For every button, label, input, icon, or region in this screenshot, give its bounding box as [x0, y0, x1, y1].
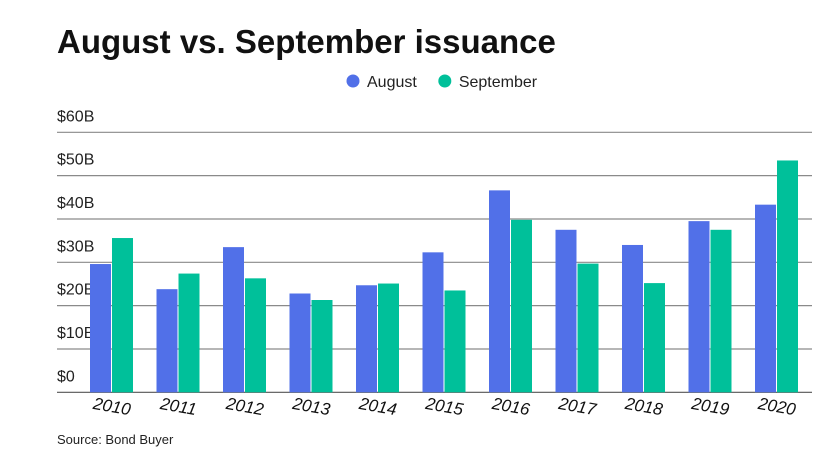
bar-august-2010 — [90, 264, 111, 393]
x-tick-label: 2019 — [689, 394, 731, 420]
bar-september-2016 — [511, 219, 532, 393]
bar-september-2012 — [245, 278, 266, 393]
bar-september-2019 — [710, 229, 732, 393]
legend-label-august: August — [367, 74, 417, 91]
bar-august-2011 — [156, 289, 178, 393]
bar-august-2013 — [289, 293, 311, 393]
bars — [90, 160, 798, 393]
legend-marker-august — [346, 74, 360, 88]
bar-august-2016 — [489, 190, 510, 393]
x-tick-label: 2011 — [158, 394, 198, 419]
x-tick-label: 2013 — [290, 394, 332, 420]
x-axis-ticks: 2010 2011 2012 2013 2014 2015 2016 2017 2018 2019… — [91, 394, 798, 420]
bar-august-2015 — [422, 252, 444, 393]
x-tick-label: 2016 — [490, 394, 532, 420]
x-tick-label: 2015 — [423, 394, 465, 420]
chart-title: August vs. September issuance — [57, 23, 556, 60]
y-tick-label: $20B — [57, 282, 94, 299]
bar-september-2011 — [178, 273, 200, 393]
bar-september-2013 — [311, 300, 333, 393]
bar-august-2017 — [555, 229, 577, 393]
y-tick-label: $40B — [57, 195, 94, 212]
y-tick-label: $0 — [57, 368, 75, 385]
y-tick-label: $10B — [57, 325, 94, 342]
bar-august-2020 — [755, 204, 776, 393]
x-tick-label: 2014 — [357, 394, 399, 419]
y-tick-label: $30B — [57, 238, 94, 255]
bar-september-2010 — [112, 238, 133, 393]
x-tick-label: 2020 — [756, 394, 798, 420]
x-tick-label: 2017 — [556, 394, 598, 420]
y-tick-label: $50B — [57, 152, 94, 169]
legend-marker-september — [438, 74, 452, 88]
bar-september-2020 — [777, 160, 798, 393]
bar-august-2014 — [356, 285, 377, 393]
y-axis-ticks: $0 $10B $20B $30B $40B $50B $60B — [57, 108, 94, 385]
bar-september-2014 — [378, 283, 399, 393]
source-note: Source: Bond Buyer — [57, 432, 174, 447]
bar-september-2015 — [444, 290, 466, 393]
bar-september-2017 — [577, 263, 599, 393]
legend: August September — [346, 74, 538, 91]
bar-september-2018 — [644, 283, 665, 393]
x-tick-label: 2012 — [224, 394, 266, 420]
legend-label-september: September — [459, 74, 538, 91]
x-tick-label: 2018 — [623, 394, 665, 420]
bar-august-2018 — [622, 244, 643, 393]
bar-august-2019 — [688, 221, 710, 393]
y-tick-label: $60B — [57, 108, 94, 125]
x-tick-label: 2010 — [91, 394, 133, 420]
bar-august-2012 — [223, 247, 244, 393]
